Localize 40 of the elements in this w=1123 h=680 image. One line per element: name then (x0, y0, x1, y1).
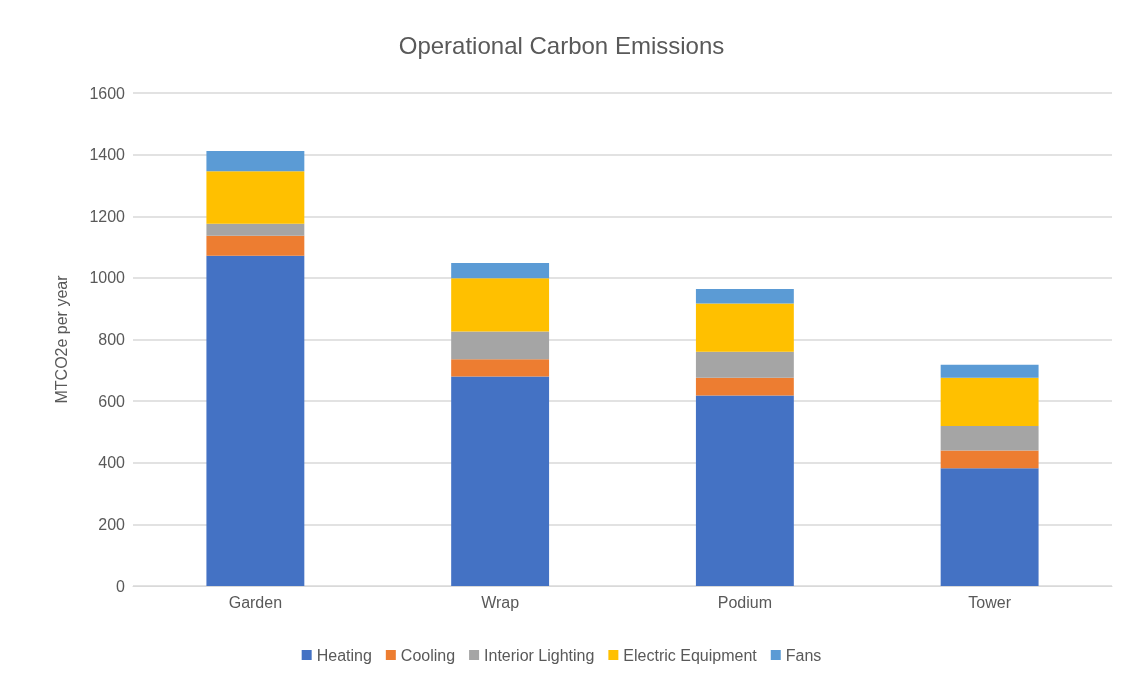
chart-title: Operational Carbon Emissions (398, 31, 725, 59)
y-tick-label: 400 (98, 454, 126, 472)
legend-label: Cooling (400, 646, 456, 664)
y-tick-label: 1600 (89, 84, 126, 102)
x-tick-label: Wrap (481, 593, 520, 611)
bar (695, 377, 794, 396)
bar (206, 223, 305, 236)
bar (451, 359, 550, 377)
bar (695, 395, 794, 586)
legend-label: Interior Lighting (484, 646, 595, 664)
y-tick-label: 800 (98, 331, 126, 348)
y-tick-label: 1200 (89, 207, 126, 225)
bar (695, 288, 794, 304)
y-tick-label: 600 (98, 392, 126, 410)
bar (940, 450, 1039, 469)
y-tick-label: 1400 (89, 146, 126, 164)
x-tick-label: Podium (717, 593, 772, 611)
y-tick-label: 0 (116, 577, 126, 595)
bar (206, 255, 305, 586)
legend-label: Fans (785, 646, 822, 664)
bar (206, 235, 305, 256)
legend-label: Electric Equipment (623, 646, 758, 664)
x-tick-label: Tower (968, 593, 1012, 611)
bar (695, 303, 794, 352)
legend-label: Heating (316, 646, 372, 664)
bar (206, 150, 305, 172)
x-tick-label: Garden (228, 593, 283, 611)
y-axis-title: MTCO2e per year (52, 274, 70, 404)
bar (940, 364, 1039, 378)
y-tick-label: 1000 (89, 269, 126, 287)
bar (451, 376, 550, 586)
bar (940, 377, 1039, 427)
bar (940, 468, 1039, 586)
bar (451, 331, 550, 360)
bar (940, 426, 1039, 451)
y-tick-label: 200 (98, 515, 126, 533)
bar (451, 263, 550, 279)
bar (451, 278, 550, 332)
bar (695, 351, 794, 378)
bar (206, 171, 305, 224)
